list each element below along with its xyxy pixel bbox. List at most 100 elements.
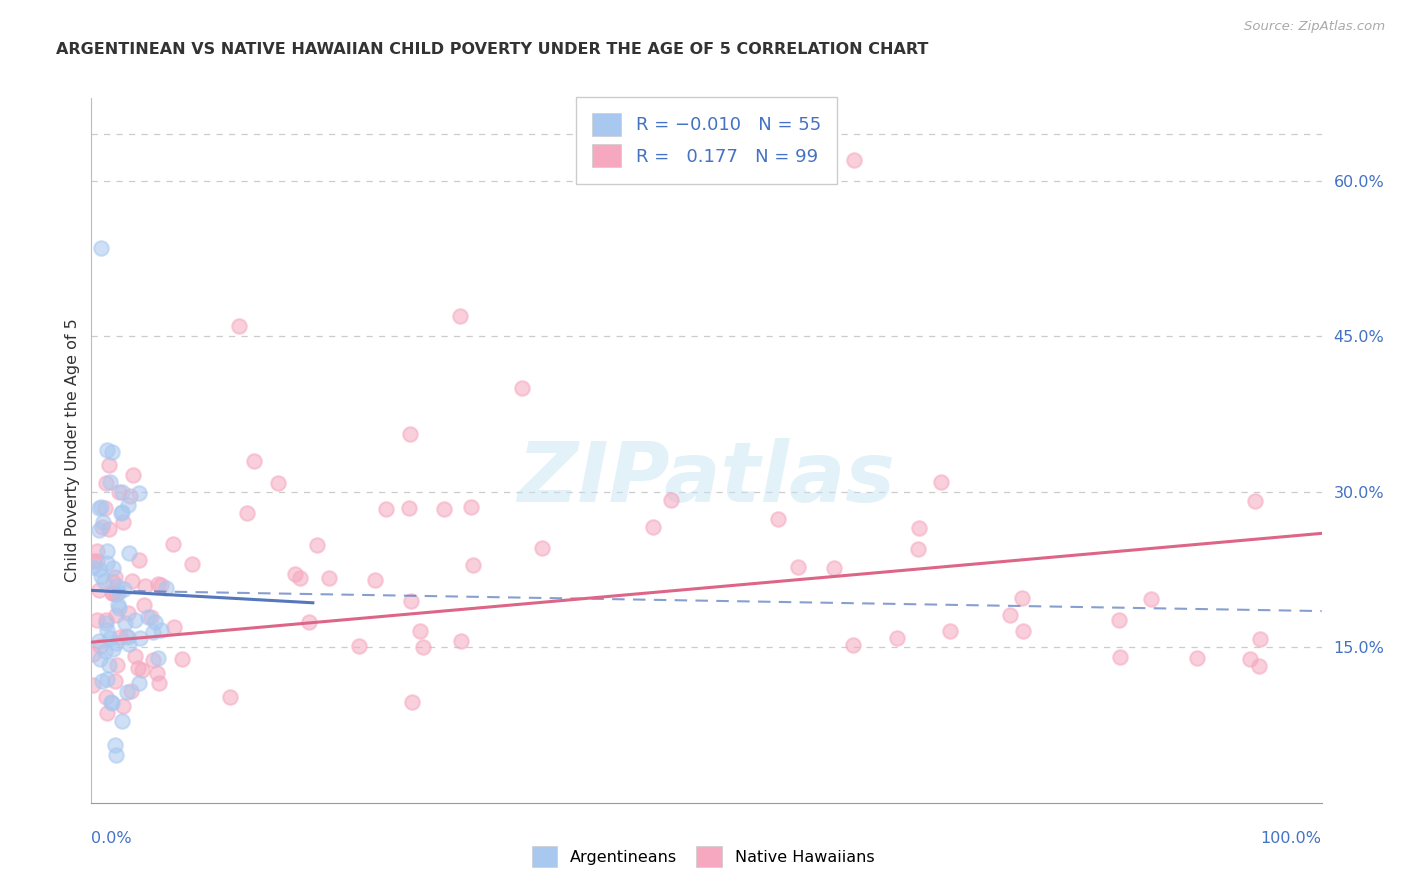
Point [100,695,122,709]
Point [101,696,124,710]
Point [122,468,145,483]
Point [267,476,290,491]
Point [1239,652,1261,666]
Point [112,699,135,714]
Point [284,566,307,581]
Point [132,598,155,612]
Point [228,319,250,334]
Point [134,579,156,593]
Point [127,661,149,675]
Point [86,544,108,558]
Point [398,500,420,515]
Point [90,569,112,583]
Point [347,639,370,653]
Point [100,586,122,600]
Point [1108,613,1130,627]
Point [86,613,108,627]
Point [104,747,127,762]
Point [96,706,118,720]
Point [163,619,186,633]
Text: 100.0%: 100.0% [1261,831,1322,846]
Point [138,610,160,624]
Point [235,506,257,520]
Point [243,454,266,468]
Point [374,501,396,516]
Point [120,683,142,698]
Point [107,579,129,593]
Point [1249,632,1271,646]
Point [96,544,118,558]
Point [318,571,340,585]
Point [139,610,162,624]
Point [87,500,110,515]
Point [842,638,865,652]
Point [105,587,128,601]
Point [449,309,471,323]
Point [219,690,242,704]
Point [787,560,810,574]
Point [131,664,153,678]
Point [142,653,165,667]
Point [93,643,115,657]
Point [93,500,115,515]
Point [128,676,150,690]
Point [103,574,125,589]
Point [461,558,484,573]
Point [105,658,128,673]
Point [117,606,139,620]
Point [105,636,128,650]
Point [96,672,118,686]
Point [96,556,118,570]
Point [305,538,328,552]
Point [128,552,150,566]
Point [641,520,664,534]
Point [101,642,124,657]
Point [143,615,166,629]
Point [91,673,114,688]
Point [104,738,127,752]
Point [939,624,962,638]
Point [172,651,194,665]
Point [1011,591,1033,606]
Point [90,241,112,255]
Point [96,443,118,458]
Point [121,574,143,589]
Point [118,489,141,503]
Text: 0.0%: 0.0% [91,831,132,846]
Point [149,624,172,638]
Point [89,639,111,653]
Point [907,542,929,557]
Point [1140,591,1163,606]
Point [412,640,434,654]
Point [103,586,125,600]
Point [111,714,134,728]
Point [104,673,127,688]
Y-axis label: Child Poverty Under the Age of 5: Child Poverty Under the Age of 5 [65,318,80,582]
Legend: Argentineans, Native Hawaiians: Argentineans, Native Hawaiians [526,840,880,873]
Point [104,569,127,583]
Point [823,561,845,575]
Point [90,500,112,515]
Point [450,634,472,648]
Point [101,560,124,574]
Point [128,486,150,500]
Point [87,523,110,537]
Point [510,381,533,395]
Point [146,577,169,591]
Point [1243,494,1265,508]
Point [110,484,132,499]
Point [83,554,105,568]
Point [82,677,104,691]
Point [124,649,146,664]
Point [82,560,104,574]
Point [460,500,482,514]
Point [114,582,136,596]
Point [146,666,169,681]
Point [91,520,114,534]
Point [110,506,132,520]
Point [842,153,865,168]
Point [124,613,146,627]
Text: ZIPatlas: ZIPatlas [517,438,896,519]
Point [97,658,120,673]
Point [107,598,129,612]
